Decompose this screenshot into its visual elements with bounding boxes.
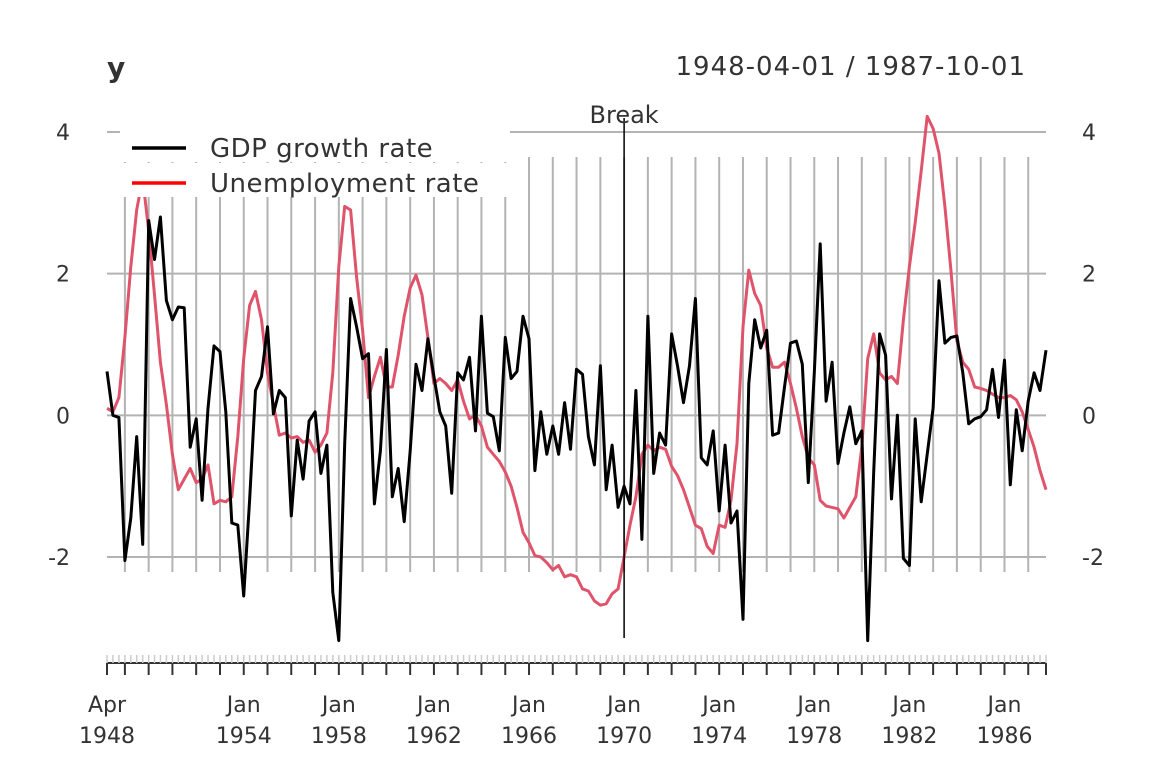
x-tick-label-year: 1958 <box>311 724 367 749</box>
x-tick-label-month: Jan <box>700 693 736 718</box>
x-tick-label-month: Jan <box>795 693 831 718</box>
y-tick-label-left: -2 <box>48 546 70 571</box>
y-tick-label-left: 4 <box>56 121 70 146</box>
y-tick-label-right: -2 <box>1082 546 1104 571</box>
series-layer <box>105 114 1048 643</box>
x-tick-label-year: 1962 <box>406 724 462 749</box>
legend-label: Unemployment rate <box>210 169 479 199</box>
break-event-label: Break <box>590 101 659 129</box>
x-tick-label-year: 1974 <box>691 724 747 749</box>
y-tick-label-right: 2 <box>1082 263 1096 288</box>
x-tick-label-month: Jan <box>890 693 926 718</box>
x-tick-label-year: 1986 <box>976 724 1032 749</box>
x-tick-label-month: Jan <box>986 693 1022 718</box>
x-tick-label-month: Jan <box>605 693 641 718</box>
x-tick-label-month: Jan <box>225 693 261 718</box>
gdp-growth-rate-line <box>105 215 1048 643</box>
y-tick-label-left: 2 <box>56 263 70 288</box>
chart-title: y <box>107 51 125 84</box>
x-tick-label-year: 1966 <box>501 724 557 749</box>
x-tick-label-year: 1982 <box>881 724 937 749</box>
y-tick-label-right: 4 <box>1082 121 1096 146</box>
x-tick-label-year: 1954 <box>216 724 272 749</box>
x-tick-label-year: 1970 <box>596 724 652 749</box>
legend-background <box>120 163 510 197</box>
x-tick-label-month: Jan <box>415 693 451 718</box>
x-tick-label-month: Jan <box>320 693 356 718</box>
date-range-label: 1948-04-01 / 1987-10-01 <box>676 52 1027 82</box>
y-tick-label-right: 0 <box>1082 404 1096 429</box>
x-tick-label-month: Apr <box>88 693 127 718</box>
unemployment-rate-line <box>106 114 1048 607</box>
event-layer: Break <box>590 101 659 638</box>
x-tick-label-year: 1948 <box>79 724 135 749</box>
x-tick-label-month: Jan <box>510 693 546 718</box>
legend-label: GDP growth rate <box>210 134 433 164</box>
axis-layer: -2 -2 0 0 2 2 4 4 Apr 1948 Jan 1954 Jan 1958 Jan 1962 Ja… <box>48 121 1104 749</box>
x-tick-label-year: 1978 <box>786 724 842 749</box>
legend-background <box>120 128 510 162</box>
y-tick-label-left: 0 <box>56 404 70 429</box>
legend: GDP growth rate Unemployment rate <box>120 128 510 199</box>
